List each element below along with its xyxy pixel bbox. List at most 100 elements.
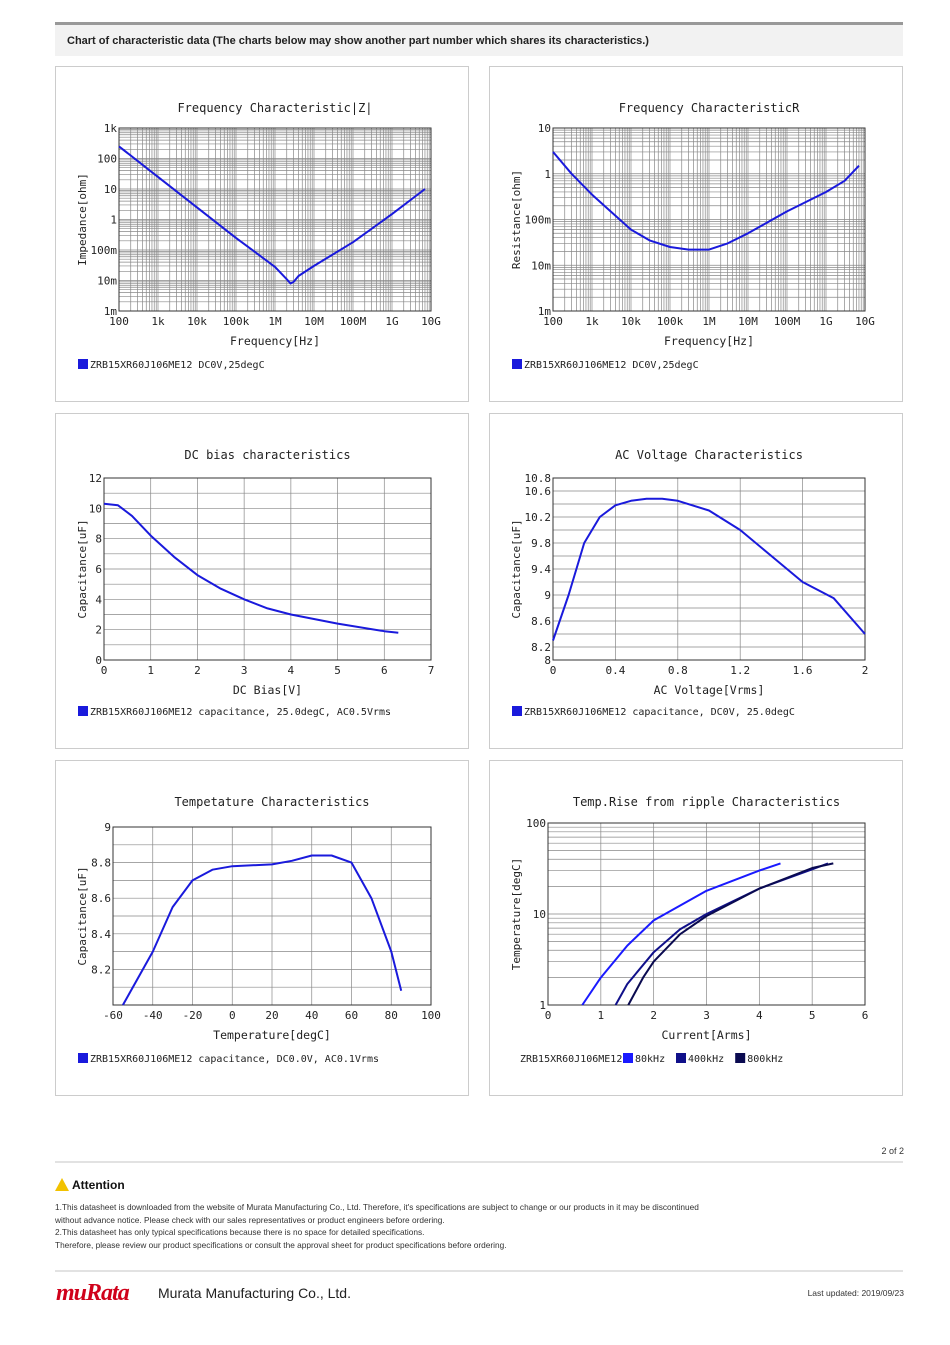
y-tick-label: 10.8 [525,472,552,485]
x-tick-label: -40 [143,1009,163,1022]
x-axis-label: Frequency[Hz] [664,334,754,348]
y-tick-label: 9 [104,821,111,834]
y-tick-label: 1m [538,305,552,318]
x-axis-label: Current[Arms] [661,1028,751,1042]
x-tick-label: 100k [223,315,250,328]
y-tick-label: 8.2 [91,963,111,976]
x-tick-label: 2 [862,664,869,677]
x-tick-label: 1k [585,315,599,328]
x-tick-label: 5 [334,664,341,677]
legend-label: 800kHz [747,1054,783,1065]
x-tick-label: 2 [194,664,201,677]
x-tick-label: 5 [809,1009,816,1022]
chart-panel-impedance: Frequency Characteristic|Z| 100 1k 10k 100k 1… [55,66,469,402]
y-tick-label: 8 [544,654,551,667]
series-line-zrb15xr60j106me12-capacitance-dc0-0v-ac0-1vrms [122,854,403,1006]
y-axis-label: Temperature[degC] [510,858,523,971]
chart-title: AC Voltage Characteristics [615,448,803,462]
legend-swatch [78,359,88,369]
series-line-800khz [627,862,834,1006]
legend-swatch [676,1053,686,1063]
x-tick-label: 100 [421,1009,441,1022]
y-tick-label: 10 [533,908,546,921]
y-tick-label: 100 [526,817,546,830]
plot-frame [547,822,866,1006]
y-tick-label: 1 [539,999,546,1012]
company-name: Murata Manufacturing Co., Ltd. [158,1285,351,1301]
y-tick-label: 100m [91,244,118,257]
x-tick-label: 1k [151,315,165,328]
legend-label: ZRB15XR60J106ME12 capacitance, DC0V, 25.… [524,707,795,718]
x-tick-label: 10G [421,315,441,328]
y-tick-label: 10.2 [525,511,552,524]
x-tick-label: 0 [545,1009,552,1022]
legend-swatch [78,706,88,716]
y-tick-label: 10 [89,502,102,515]
y-axis-label: Capacitance[uF] [510,519,523,618]
note-line: 1.This datasheet is downloaded from the … [55,1202,699,1212]
y-axis-label: Capacitance[uF] [76,519,89,618]
legend-swatch [512,706,522,716]
x-tick-label: 1G [819,315,832,328]
plot-frame [112,826,432,1006]
x-tick-label: 20 [265,1009,278,1022]
chart-panel-temp-rise: Temp.Rise from ripple Characteristics 0 1 2… [489,760,903,1096]
y-tick-label: 9.8 [531,537,551,550]
x-tick-label: 60 [345,1009,358,1022]
legend-label: 400kHz [688,1054,724,1065]
series-line-80khz [581,862,781,1006]
legend-swatch [512,359,522,369]
x-tick-label: 1.6 [793,664,813,677]
x-tick-label: 1 [147,664,154,677]
x-tick-label: 100M [340,315,367,328]
x-tick-label: 0 [229,1009,236,1022]
x-tick-label: 0.4 [605,664,625,677]
legend-swatch [735,1053,746,1063]
section-header-text: Chart of characteristic data (The charts… [67,35,649,47]
y-tick-label: 10m [531,259,551,272]
series-line-400khz [614,862,829,1006]
x-tick-label: 10G [855,315,875,328]
x-tick-label: 100 [109,315,129,328]
chart-title: Temp.Rise from ripple Characteristics [573,795,840,809]
x-tick-label: 1M [702,315,716,328]
note-line: 2.This datasheet has only typical specif… [55,1227,425,1238]
chart-title: Tempetature Characteristics [174,795,369,809]
temp-rise-chart: Temp.Rise from ripple Characteristics 0 1 2… [510,795,868,1065]
attention-heading: Attention [55,1178,125,1192]
y-tick-label: 0 [95,654,102,667]
y-tick-label: 8.6 [531,615,551,628]
legend-prefix: ZRB15XR60J106ME12 [520,1054,622,1065]
x-tick-label: 1.2 [730,664,750,677]
x-tick-label: 0.8 [668,664,688,677]
x-tick-label: 0 [550,664,557,677]
chart-panel-dc-bias: DC bias characteristics 0 1 2 3 4 5 6 7 0 2 4 6 8 10 12… [55,413,469,749]
series-line-zrb15xr60j106me12-dc0v-25degc [118,145,426,285]
attention-notes: 1.This datasheet is downloaded from the … [55,1201,895,1252]
legend-swatch [623,1053,633,1063]
note-line: Therefore, please review our product spe… [55,1240,507,1251]
y-tick-label: 8 [95,533,102,546]
y-tick-label: 8.6 [91,892,111,905]
y-tick-label: 2 [95,624,102,637]
warning-icon [55,1178,69,1191]
y-tick-label: 9.4 [531,563,551,576]
plot-frame [103,477,432,661]
y-tick-label: 10 [104,183,117,196]
y-axis-label: Resistance[ohm] [510,170,523,269]
series-line-zrb15xr60j106me12-capacitance-dc0v-25-0degc [552,497,866,641]
chart-panel-resistance: Frequency CharacteristicR 100 1k 10k 100k 1M 1… [489,66,903,402]
y-tick-label: 1k [104,122,118,135]
legend-label: 80kHz [635,1054,665,1065]
x-axis-label: Temperature[degC] [213,1028,331,1042]
x-tick-label: 2 [650,1009,657,1022]
x-tick-label: 4 [288,664,295,677]
x-tick-label: 4 [756,1009,763,1022]
attention-title: Attention [72,1178,125,1192]
chart-title: Frequency Characteristic|Z| [177,101,372,115]
x-tick-label: 10k [621,315,641,328]
plot-frame [552,477,866,661]
chart-title: Frequency CharacteristicR [619,101,800,115]
